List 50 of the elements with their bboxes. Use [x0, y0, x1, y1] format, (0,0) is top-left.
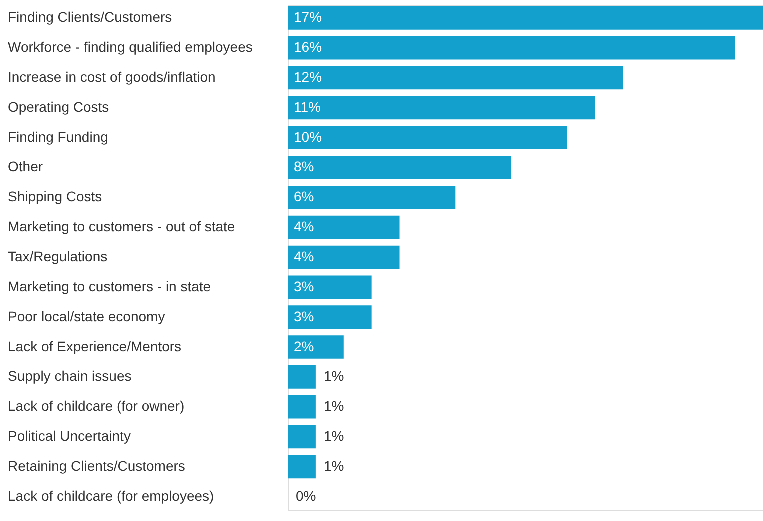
- y-tick-label: Lack of childcare (for employees): [8, 488, 214, 504]
- bar: [288, 306, 372, 329]
- bar: [288, 455, 316, 479]
- y-tick-label: Other: [8, 158, 44, 175]
- y-tick-label: Increase in cost of goods/inflation: [8, 69, 216, 85]
- data-label: 1%: [324, 398, 344, 414]
- y-tick-label: Marketing to customers - in state: [8, 278, 212, 294]
- y-tick-label: Poor local/state economy: [8, 308, 166, 324]
- data-label: 17%: [294, 9, 322, 26]
- data-label: 1%: [324, 428, 344, 444]
- bar: [288, 96, 596, 120]
- bar: [288, 336, 344, 359]
- data-label: 4%: [294, 248, 314, 264]
- bar: [288, 186, 456, 210]
- bar: [288, 395, 316, 419]
- data-label: 3%: [294, 278, 314, 294]
- bar: [288, 366, 316, 389]
- y-tick-label: Lack of Experience/Mentors: [8, 338, 182, 354]
- data-label: 6%: [294, 188, 314, 205]
- data-label: 0%: [296, 488, 316, 504]
- y-tick-label: Operating Costs: [8, 98, 110, 115]
- y-tick-label: Political Uncertainty: [8, 428, 131, 444]
- data-label: 4%: [294, 218, 314, 235]
- bar: [288, 66, 624, 90]
- bar: [288, 216, 400, 240]
- y-tick-label: Finding Clients/Customers: [8, 9, 172, 26]
- y-tick-label: Retaining Clients/Customers: [8, 458, 186, 474]
- y-tick-label: Lack of childcare (for owner): [8, 398, 185, 414]
- bar: [288, 276, 372, 300]
- data-label: 16%: [294, 39, 322, 56]
- y-tick-label: Tax/Regulations: [8, 248, 108, 264]
- data-label: 8%: [294, 158, 314, 175]
- data-label: 2%: [294, 338, 314, 354]
- bar: [288, 246, 400, 270]
- bar: [288, 36, 736, 60]
- bar: [288, 126, 568, 150]
- y-tick-label: Workforce - finding qualified employees: [8, 39, 253, 56]
- data-label: 12%: [294, 69, 322, 85]
- data-label: 11%: [294, 98, 321, 115]
- data-label: 1%: [324, 458, 344, 474]
- bar: [288, 425, 316, 449]
- data-label: 3%: [294, 308, 314, 324]
- y-tick-label: Shipping Costs: [8, 188, 102, 205]
- y-tick-label: Finding Funding: [8, 128, 108, 145]
- bar: [288, 156, 512, 180]
- data-label: 1%: [324, 368, 344, 384]
- y-tick-label: Supply chain issues: [8, 368, 132, 384]
- data-label: 10%: [294, 128, 322, 145]
- bar: [288, 6, 763, 30]
- y-tick-label: Marketing to customers - out of state: [8, 218, 236, 235]
